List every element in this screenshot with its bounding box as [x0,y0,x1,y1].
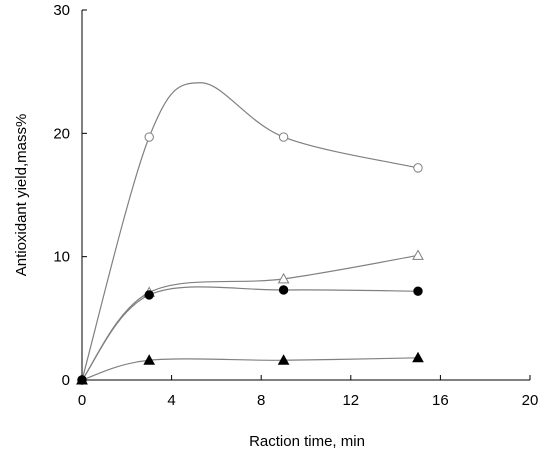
series-curve [81,357,419,381]
data-point [144,290,154,300]
data-point [278,132,289,142]
markers-layer [76,132,424,385]
data-point [144,132,154,142]
y-tick-label: 20 [53,125,70,142]
y-axis-label: Antioxidant yield,mass% [13,114,30,277]
x-tick-label: 12 [342,392,359,409]
data-point [413,286,423,296]
data-point [277,272,290,284]
data-point [143,354,156,365]
axes-layer [81,9,531,381]
y-tick-label: 30 [53,2,70,19]
x-tick-label: 20 [522,392,539,409]
tick-labels-layer: 0 4 8 12 16 20 0 10 20 30 [53,2,538,409]
data-point [412,351,424,363]
curves-layer [81,82,419,381]
x-tick-label: 16 [432,392,449,409]
data-point [278,285,289,295]
x-tick-label: 0 [78,392,86,409]
x-tick-label: 8 [257,392,265,409]
y-tick-label: 10 [53,249,70,266]
x-tick-label: 4 [167,392,175,409]
series-curve [81,82,419,381]
series-curve [81,286,419,381]
x-axis-label: Raction time, min [249,433,365,450]
y-tick-label: 0 [62,372,70,389]
data-point [277,354,290,365]
data-point [413,163,423,173]
data-point [412,249,424,260]
series-curve [81,254,419,381]
